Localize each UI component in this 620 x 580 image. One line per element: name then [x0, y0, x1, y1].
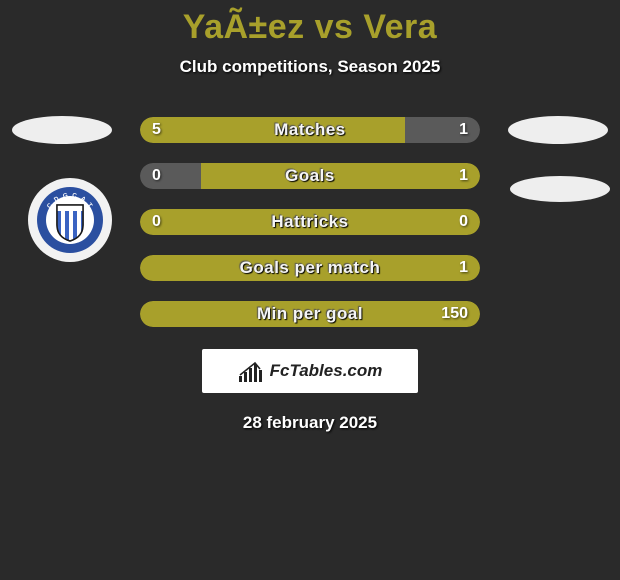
footer-date: 28 february 2025 [0, 413, 620, 433]
brand-box: FcTables.com [202, 349, 418, 393]
brand-bar [259, 370, 262, 382]
brand-bar [249, 368, 252, 382]
label-hattricks: Hattricks [271, 212, 348, 232]
bar-mpg: Min per goal 150 [140, 301, 480, 327]
label-mpg: Min per goal [257, 304, 363, 324]
subtitle: Club competitions, Season 2025 [0, 57, 620, 77]
value-gpm-right: 1 [459, 259, 468, 277]
brand-bar [244, 372, 247, 382]
brand-bar [254, 364, 257, 382]
label-goals: Goals [285, 166, 335, 186]
crest-background: C.D.G.C.A.T MENDOZA [28, 178, 112, 262]
label-matches: Matches [274, 120, 346, 140]
brand-text: FcTables.com [270, 361, 383, 381]
value-matches-right: 1 [459, 121, 468, 139]
player-left-logo-placeholder [12, 116, 112, 144]
value-goals-left: 0 [152, 167, 161, 185]
brand-bars-icon [238, 360, 266, 382]
label-gpm: Goals per match [240, 258, 381, 278]
bar-goals-left [140, 163, 201, 189]
bar-matches-right [405, 117, 480, 143]
value-goals-right: 1 [459, 167, 468, 185]
player-right-logo-placeholder [508, 116, 608, 144]
value-mpg-right: 150 [441, 305, 468, 323]
value-hattricks-left: 0 [152, 213, 161, 231]
bar-goals: 0 Goals 1 [140, 163, 480, 189]
bar-gpm: Goals per match 1 [140, 255, 480, 281]
bar-hattricks: 0 Hattricks 0 [140, 209, 480, 235]
row-min-per-goal: Min per goal 150 [0, 301, 620, 327]
player-right-logo-placeholder-2 [510, 176, 610, 202]
stripe [57, 205, 83, 211]
value-hattricks-right: 0 [459, 213, 468, 231]
bar-goals-right [201, 163, 480, 189]
bar-matches-left [140, 117, 405, 143]
bar-matches: 5 Matches 1 [140, 117, 480, 143]
page-title: YaÃ±ez vs Vera [0, 0, 620, 47]
value-matches-left: 5 [152, 121, 161, 139]
crest-svg: C.D.G.C.A.T MENDOZA [35, 185, 105, 255]
brand-bar [239, 376, 242, 382]
row-matches: 5 Matches 1 [0, 117, 620, 143]
club-crest-left: C.D.G.C.A.T MENDOZA [28, 178, 112, 262]
comparison-card: YaÃ±ez vs Vera Club competitions, Season… [0, 0, 620, 580]
